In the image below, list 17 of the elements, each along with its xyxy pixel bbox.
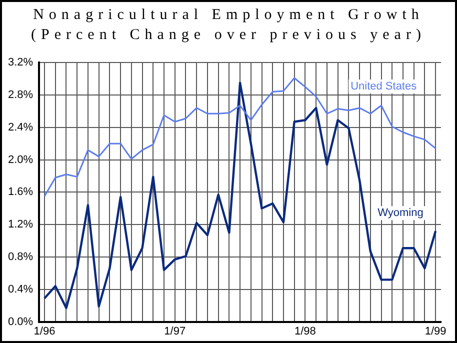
y-tick-label: 2.8% [8,89,34,102]
chart-subtitle: (Percent Change over previous year) [30,26,427,45]
y-tick-label: 0.0% [8,316,34,328]
series-label: United States [350,80,418,92]
y-tick-label: 1.6% [8,186,34,198]
chart-title: Nonagricultural Employment Growth [32,6,425,25]
x-tick-label: 1/98 [294,325,316,338]
y-tick-label: 0.8% [8,251,34,264]
y-tick-label: 0.4% [8,283,34,296]
series-label: Wyoming [378,207,424,220]
y-tick-label: 1.2% [8,218,34,231]
x-tick-label: 1/99 [424,325,446,338]
y-tick-label: 2.0% [8,154,34,166]
x-tick-label: 1/97 [164,325,186,338]
y-tick-label: 2.4% [8,121,34,134]
x-tick-label: 1/96 [34,325,56,338]
y-tick-label: 3.2% [8,56,34,69]
